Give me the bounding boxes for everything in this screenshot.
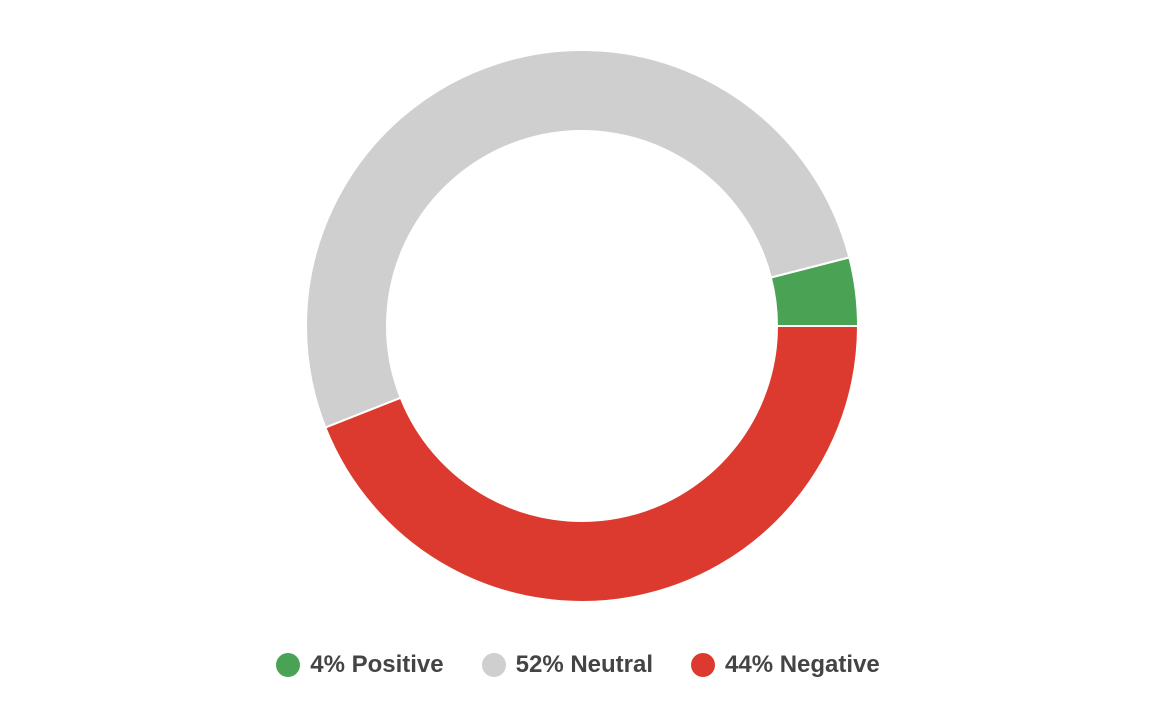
legend-item-negative[interactable]: 44% Negative: [691, 651, 880, 679]
legend-label-neutral: 52% Neutral: [515, 651, 654, 678]
legend-dot-negative: [691, 653, 716, 677]
legend-dot-positive: [276, 653, 301, 677]
legend-item-positive[interactable]: 4% Positive: [276, 651, 444, 679]
donut-chart-svg: [305, 49, 860, 603]
legend-label-positive: 4% Positive: [310, 651, 444, 678]
donut-chart: [305, 49, 860, 603]
chart-legend: 4% Positive 52% Neutral 44% Negative: [0, 645, 1156, 685]
legend-dot-neutral: [481, 653, 506, 677]
legend-label-negative: 44% Negative: [725, 651, 880, 678]
legend-item-neutral[interactable]: 52% Neutral: [481, 651, 654, 679]
donut-slice-negative[interactable]: [324, 325, 860, 603]
donut-slice-neutral[interactable]: [305, 49, 851, 429]
